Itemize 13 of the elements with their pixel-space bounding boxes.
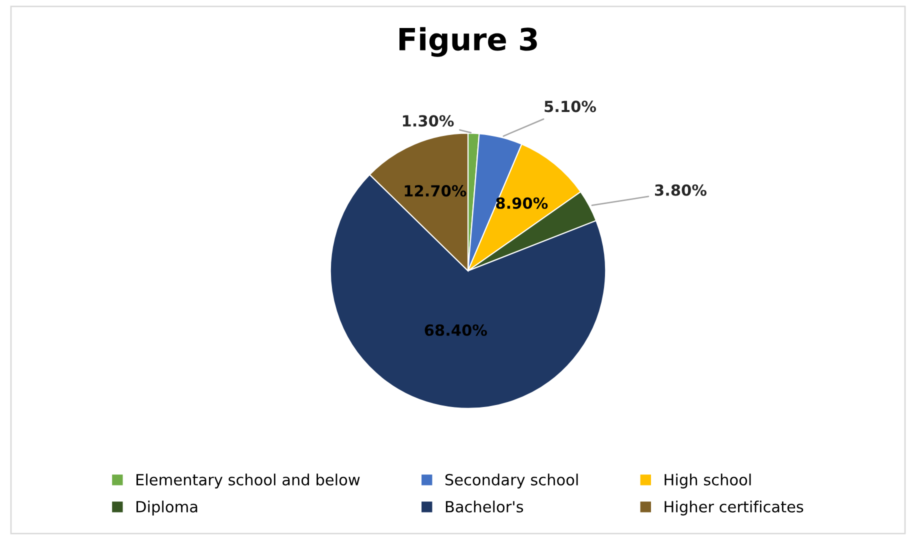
data-label: 1.30% bbox=[402, 115, 454, 127]
legend-label: Diploma bbox=[136, 500, 198, 516]
legend-label: Elementary school and below bbox=[136, 474, 360, 488]
legend-label: Secondary school bbox=[445, 474, 578, 488]
data-label: 8.90% bbox=[496, 197, 548, 209]
legend-label: Bachelor's bbox=[446, 500, 524, 512]
data-label: 5.10% bbox=[544, 100, 596, 112]
legend-label: Higher certificates bbox=[664, 500, 804, 516]
data-label: 12.70% bbox=[404, 185, 466, 197]
data-label: 3.80% bbox=[655, 184, 706, 196]
legend-label: High school bbox=[664, 474, 751, 488]
data-label: 68.40% bbox=[424, 324, 487, 336]
chart-title: Figure 3 bbox=[399, 27, 537, 57]
